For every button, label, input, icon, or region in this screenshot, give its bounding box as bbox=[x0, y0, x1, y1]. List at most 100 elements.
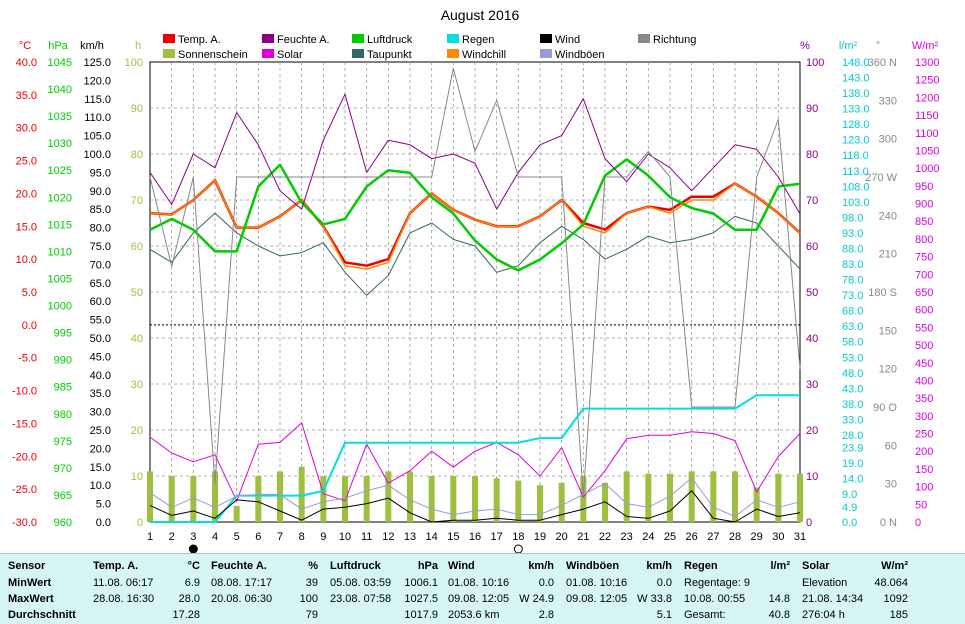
wind-tick-label: 110.0 bbox=[84, 112, 111, 124]
sun-tick-label: 10 bbox=[131, 471, 143, 483]
x-tick-label: 11 bbox=[361, 531, 372, 543]
stats-wind-v-cell: 2.8 bbox=[538, 609, 554, 621]
wind-tick-label: 40.0 bbox=[90, 370, 111, 382]
temp-tick-label: 20.0 bbox=[16, 188, 37, 200]
stats-wind-t-cell: 01.08. 10:16 bbox=[448, 577, 510, 589]
sunshine-bar bbox=[753, 487, 760, 522]
press-tick-label: 965 bbox=[54, 490, 72, 502]
sun-tick-label: 30 bbox=[131, 379, 143, 391]
sunshine-bar bbox=[255, 476, 262, 522]
sunshine-bar bbox=[190, 476, 197, 522]
press-tick-label: 1025 bbox=[48, 165, 72, 177]
axis-ticks: 1 2 3 4 5 6 7 8 9 10 11 12 13 14 15 16 17 18 19 20 21 22 23 24 2… bbox=[12, 57, 940, 543]
stats-gust-v-cell: W 33.8 bbox=[637, 593, 672, 605]
stats-solar-v-cell: 48.064 bbox=[874, 577, 908, 589]
wind-tick-label: 35.0 bbox=[90, 388, 111, 400]
solar-tick-label: 1250 bbox=[915, 75, 939, 87]
sun-tick-label: 70 bbox=[131, 195, 143, 207]
hum-tick-label: 40 bbox=[806, 333, 818, 345]
rain-tick-label: 0.0 bbox=[842, 517, 857, 529]
solar-tick-label: 550 bbox=[915, 322, 933, 334]
legend-swatch bbox=[163, 49, 175, 58]
rain-tick-label: 148.0 bbox=[842, 57, 870, 69]
solar-tick-label: 50 bbox=[915, 499, 927, 511]
press-tick-label: 970 bbox=[54, 463, 72, 475]
stats-press-v-cell: 1017.9 bbox=[404, 609, 438, 621]
x-tick-label: 2 bbox=[169, 531, 175, 543]
wind-tick-label: 5.0 bbox=[96, 499, 111, 511]
statistics-table: Sensor Temp. A. °C Feuchte A. % Luftdruc… bbox=[0, 553, 965, 624]
wind-tick-label: 60.0 bbox=[90, 296, 111, 308]
solar-tick-label: 650 bbox=[915, 287, 933, 299]
rain-tick-label: 88.0 bbox=[842, 243, 863, 255]
stats-solar-t-cell: 21.08. 14:34 bbox=[802, 593, 864, 605]
x-tick-label: 5 bbox=[234, 531, 240, 543]
windchill-line bbox=[149, 179, 801, 270]
press-tick-label: 1045 bbox=[48, 57, 72, 69]
temp-tick-label: 0.0 bbox=[22, 320, 37, 332]
stats-temp-v-cell: 28.0 bbox=[178, 593, 200, 605]
rain-tick-label: 28.0 bbox=[842, 430, 863, 442]
wind-tick-label: 125.0 bbox=[83, 57, 111, 69]
stats-wind-t-cell: 09.08. 12:05 bbox=[448, 593, 510, 605]
dir-tick-label: 210 bbox=[879, 249, 897, 261]
stats-label-cell: Durchschnitt bbox=[8, 609, 76, 621]
richtung-line bbox=[149, 67, 801, 497]
press-tick-label: 995 bbox=[54, 328, 72, 340]
sunshine-bar bbox=[212, 471, 218, 522]
sunshine-bar bbox=[732, 471, 738, 522]
wind-tick-label: 105.0 bbox=[83, 131, 111, 143]
stats-header-solar: Solar bbox=[802, 560, 830, 572]
sun-tick-label: 90 bbox=[131, 103, 143, 115]
solar-tick-label: 250 bbox=[915, 429, 933, 441]
rain-tick-label: 108.0 bbox=[842, 181, 870, 193]
sunshine-bar bbox=[667, 473, 673, 522]
rain-tick-label: 78.0 bbox=[842, 275, 863, 287]
press-tick-label: 1005 bbox=[48, 273, 72, 285]
legend-label: Wind bbox=[555, 34, 580, 46]
press-tick-label: 1015 bbox=[48, 219, 72, 231]
x-tick-label: 4 bbox=[212, 531, 218, 543]
legend-swatch bbox=[447, 34, 459, 43]
temp-tick-label: 40.0 bbox=[16, 57, 37, 69]
solar-tick-label: 400 bbox=[915, 375, 933, 387]
sunshine-bar bbox=[645, 473, 652, 522]
moon-markers bbox=[188, 544, 523, 553]
x-tick-label: 15 bbox=[447, 531, 459, 543]
x-tick-label: 23 bbox=[621, 531, 633, 543]
wind-tick-label: 0.0 bbox=[96, 517, 111, 529]
x-tick-label: 19 bbox=[534, 531, 546, 543]
sunshine-bar bbox=[710, 471, 717, 522]
x-tick-label: 20 bbox=[556, 531, 568, 543]
dir-tick-label: 330 bbox=[879, 95, 897, 107]
stats-label-cell: MaxWert bbox=[8, 593, 54, 605]
stats-hum-t-cell: 08.08. 17:17 bbox=[211, 577, 273, 589]
hum-tick-label: 10 bbox=[806, 471, 818, 483]
wind-tick-label: 115.0 bbox=[84, 94, 111, 106]
legend-label: Regen bbox=[462, 34, 494, 46]
temp-tick-label: 5.0 bbox=[22, 287, 37, 299]
rain-tick-label: 93.0 bbox=[842, 228, 863, 240]
rain-tick-label: 9.0 bbox=[842, 489, 857, 501]
rain-tick-label: 73.0 bbox=[842, 290, 863, 302]
rain-tick-label: 63.0 bbox=[842, 321, 863, 333]
stats-rain-v-cell: 14.8 bbox=[768, 593, 790, 605]
temp-tick-label: 30.0 bbox=[16, 123, 37, 135]
stats-hum-v-cell: 100 bbox=[299, 593, 318, 605]
rain-tick-label: 23.9 bbox=[842, 443, 863, 455]
legend-label: Taupunkt bbox=[367, 49, 412, 61]
windb-en-line bbox=[149, 477, 801, 517]
chart-title: August 2016 bbox=[441, 7, 520, 23]
legend: Temp. A. Feuchte A. Luftdruck Regen Wind Rich… bbox=[163, 34, 696, 61]
hum-tick-label: 0 bbox=[806, 517, 812, 529]
solar-tick-label: 450 bbox=[915, 358, 933, 370]
x-tick-label: 10 bbox=[339, 531, 351, 543]
x-tick-label: 30 bbox=[772, 531, 784, 543]
stats-press-t-cell: 05.08. 03:59 bbox=[330, 577, 392, 589]
stats-wind-t-cell: 2053.6 km bbox=[448, 609, 500, 621]
sun-unit: h bbox=[135, 40, 141, 52]
solar-tick-label: 1300 bbox=[915, 57, 939, 69]
full-moon-icon bbox=[513, 544, 523, 553]
dir-tick-label: 270 W bbox=[865, 172, 897, 184]
stats-press-v-cell: 1006.1 bbox=[404, 577, 438, 589]
